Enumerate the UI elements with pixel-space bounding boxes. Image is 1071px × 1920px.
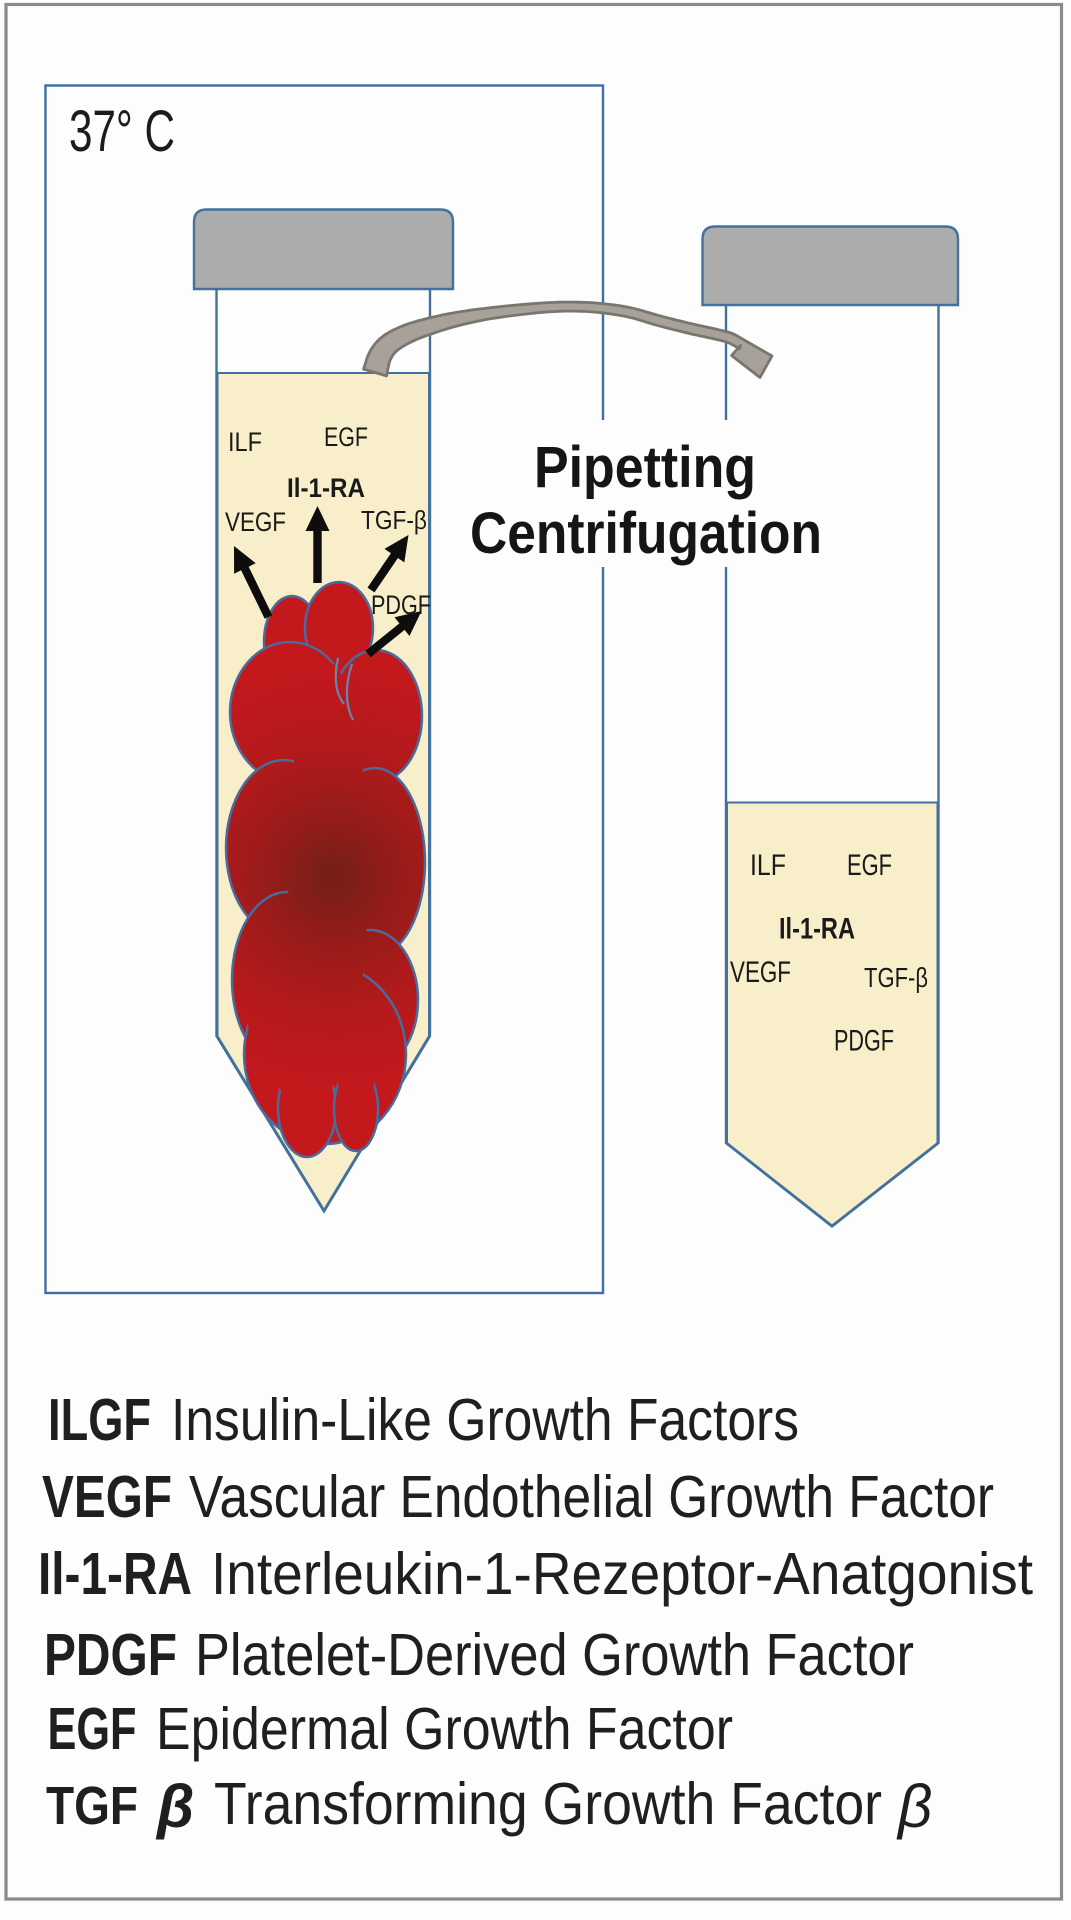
svg-text:EGF: EGF [324,422,368,452]
svg-text:Vascular Endothelial Growth Fa: Vascular Endothelial Growth Factor [189,1464,994,1530]
svg-text:EGF: EGF [48,1696,137,1762]
svg-text:Transforming Growth Factor: Transforming Growth Factor [214,1771,882,1837]
svg-text:β: β [896,1773,932,1840]
svg-text:TGF: TGF [46,1776,138,1836]
svg-text:β: β [155,1773,194,1840]
svg-text:Interleukin-1-Rezeptor-Anatgon: Interleukin-1-Rezeptor-Anatgonist [211,1541,1033,1607]
svg-text:PDGF: PDGF [371,590,431,620]
svg-text:EGF: EGF [847,849,892,882]
svg-text:ILGF: ILGF [48,1387,151,1453]
svg-text:PDGF: PDGF [44,1622,177,1688]
svg-text:PDGF: PDGF [834,1025,894,1058]
svg-text:Platelet-Derived Growth Factor: Platelet-Derived Growth Factor [195,1622,914,1688]
svg-text:TGF-β: TGF-β [864,962,928,993]
svg-text:VEGF: VEGF [42,1464,172,1530]
svg-text:ILF: ILF [750,849,786,882]
svg-text:Centrifugation: Centrifugation [470,501,822,566]
svg-text:TGF-β: TGF-β [361,507,427,535]
svg-text:37° C: 37° C [69,99,175,164]
svg-text:Il-1-RA: Il-1-RA [38,1541,192,1607]
svg-text:VEGF: VEGF [225,507,286,537]
svg-text:Epidermal Growth Factor: Epidermal Growth Factor [156,1696,733,1762]
svg-text:Insulin-Like Growth Factors: Insulin-Like Growth Factors [171,1387,799,1453]
svg-text:VEGF: VEGF [730,956,791,989]
svg-text:Il-1-RA: Il-1-RA [287,473,365,503]
svg-text:ILF: ILF [228,427,262,457]
svg-text:Pipetting: Pipetting [534,435,756,500]
svg-text:Il-1-RA: Il-1-RA [779,913,855,946]
